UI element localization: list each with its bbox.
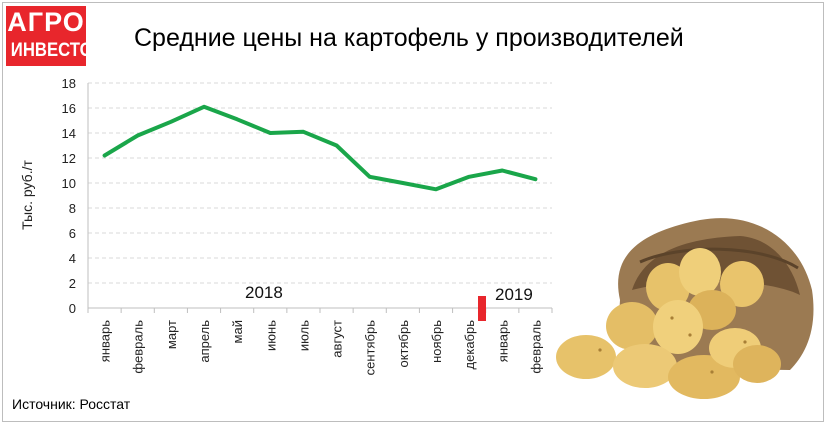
- x-tick-label: май: [230, 320, 245, 343]
- year-divider-marker: [478, 296, 486, 321]
- chart-frame: [2, 2, 824, 422]
- x-tick-label: июль: [296, 320, 311, 351]
- y-tick-label: 4: [69, 251, 76, 266]
- x-tick-label: январь: [495, 320, 510, 362]
- chart-title: Средние цены на картофель у производител…: [134, 24, 684, 52]
- source-note: Источник: Росстат: [12, 396, 131, 412]
- y-tick-label: 16: [62, 101, 76, 116]
- x-tick-label: ноябрь: [429, 320, 444, 363]
- x-tick-label: октябрь: [396, 320, 411, 368]
- logo: АГРО ИНВЕСТОР: [6, 6, 104, 66]
- x-tick-label: декабрь: [462, 320, 477, 370]
- y-tick-label: 10: [62, 176, 76, 191]
- series-layer: [102, 104, 538, 192]
- logo-line-1: АГРО: [7, 7, 85, 37]
- x-tick-label: февраль: [528, 320, 543, 374]
- x-tick-label: январь: [98, 320, 113, 362]
- y-tick-label: 2: [69, 276, 76, 291]
- y-tick-label: 8: [69, 201, 76, 216]
- y-tick-labels: 0 2 4 6 8 10 12 14 16 18: [62, 76, 76, 316]
- y-tick-label: 12: [62, 151, 76, 166]
- year-label-2019: 2019: [495, 285, 533, 304]
- series-line: [102, 104, 538, 192]
- potato-sack-icon: [556, 218, 814, 399]
- grid-layer: [88, 82, 552, 284]
- x-tick-label: март: [164, 320, 179, 349]
- year-label-2018: 2018: [245, 283, 283, 302]
- logo-line-2: ИНВЕСТОР: [10, 40, 104, 61]
- y-tick-label: 18: [62, 76, 76, 91]
- y-tick-label: 0: [69, 301, 76, 316]
- x-tick-label: август: [330, 320, 345, 358]
- x-tick-label: сентябрь: [363, 320, 378, 376]
- y-tick-label: 14: [62, 126, 76, 141]
- y-axis-title: Тыс. руб./т: [19, 160, 35, 230]
- axis-layer: [87, 83, 553, 313]
- x-tick-label: февраль: [131, 320, 146, 374]
- x-tick-label: апрель: [197, 320, 212, 363]
- x-tick-label: июнь: [263, 320, 278, 351]
- x-tick-labels: январь февраль март апрель май июнь июль август…: [98, 320, 544, 376]
- y-tick-label: 6: [69, 226, 76, 241]
